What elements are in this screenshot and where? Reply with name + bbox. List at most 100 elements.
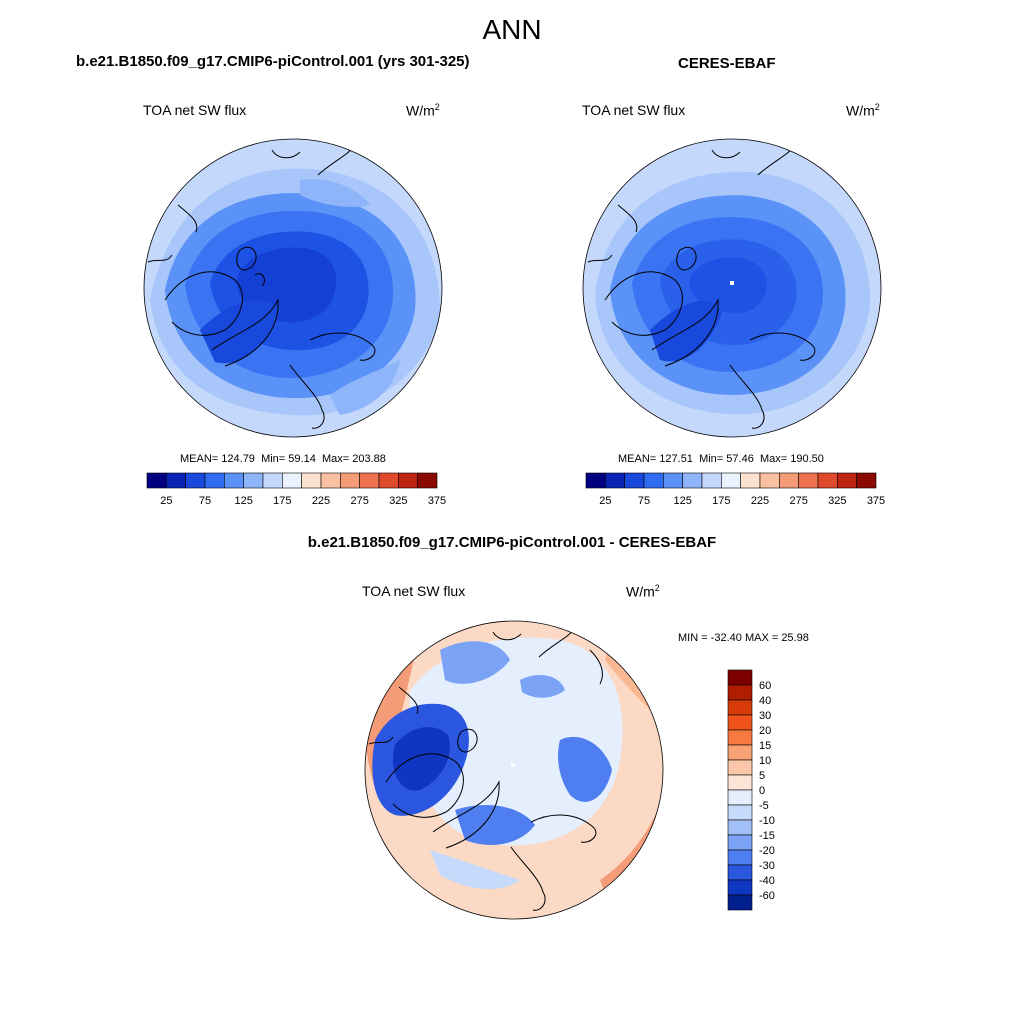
colorbar-swatch <box>856 472 877 489</box>
colorbar-swatch <box>779 472 799 489</box>
colorbar-swatch <box>146 472 167 489</box>
map-difference-border <box>364 620 664 920</box>
colorbar-swatch <box>721 472 741 489</box>
panel-2-title: CERES-EBAF <box>678 55 776 72</box>
panel-1-title: b.e21.B1850.f09_g17.CMIP6-piControl.001 … <box>76 53 470 70</box>
colorbar-swatch <box>682 472 703 489</box>
map-model <box>144 139 442 437</box>
colorbar-tick-label: 225 <box>312 495 330 507</box>
colorbar-swatch <box>585 472 606 489</box>
colorbar-tick-label: 75 <box>199 495 211 507</box>
colorbar-swatch <box>798 472 819 489</box>
colorbar-tick-label: 40 <box>759 695 771 707</box>
colorbar-swatch <box>605 472 625 489</box>
colorbar-swatch <box>727 834 753 851</box>
colorbar-swatch <box>740 472 761 489</box>
colorbar-tick-label: 15 <box>759 740 771 752</box>
colorbar-tick-label: -40 <box>759 875 775 887</box>
panel-2-variable-label: TOA net SW flux <box>582 102 686 118</box>
colorbar-tick-label: -60 <box>759 890 775 902</box>
figure-title: ANN <box>482 14 542 45</box>
colorbar-tick-label: 60 <box>759 680 771 692</box>
colorbar-swatch <box>727 789 753 806</box>
colorbar-swatch <box>320 472 341 489</box>
colorbar-tick-label: -20 <box>759 845 775 857</box>
colorbar-tick-label: 275 <box>350 495 368 507</box>
colorbar-swatch <box>398 472 418 489</box>
map-ceres <box>583 139 881 437</box>
colorbar-swatch <box>643 472 664 489</box>
colorbar-swatch <box>727 819 753 836</box>
map-ceres-border <box>582 138 882 438</box>
colorbar-swatch <box>282 472 302 489</box>
colorbar-tick-label: -30 <box>759 860 775 872</box>
colorbar-swatch <box>727 669 753 686</box>
colorbar-swatch <box>204 472 225 489</box>
colorbar-tick-label: 125 <box>234 495 252 507</box>
colorbar-swatch <box>817 472 838 489</box>
colorbar-swatch <box>185 472 206 489</box>
panel-3-title: b.e21.B1850.f09_g17.CMIP6-piControl.001 … <box>307 534 717 551</box>
colorbar-swatch <box>243 472 264 489</box>
colorbar-tick-label: 325 <box>828 495 846 507</box>
colorbar-tick-label: 375 <box>428 495 446 507</box>
colorbar-tick-label: 275 <box>789 495 807 507</box>
colorbar-tick-label: 10 <box>759 755 771 767</box>
colorbar-tick-label: 175 <box>712 495 730 507</box>
colorbar-difference: 60 40 30 20 15 10 5 0 -5 -10 -15 -20 -30 -40 -60 <box>727 669 775 911</box>
colorbar-swatch <box>727 804 753 821</box>
colorbar-swatch <box>727 714 753 731</box>
colorbar-tick-label: -10 <box>759 815 775 827</box>
colorbar-swatch <box>837 472 857 489</box>
map-difference <box>365 621 663 919</box>
colorbar-swatch <box>166 472 186 489</box>
colorbar-tick-label: 30 <box>759 710 771 722</box>
colorbar-swatch <box>727 849 753 866</box>
colorbar-tick-label: 325 <box>389 495 407 507</box>
colorbar-swatch <box>624 472 645 489</box>
coastlines-model <box>147 147 376 429</box>
colorbar-ceres: 25 75 125 175 225 275 325 375 <box>585 472 885 507</box>
colorbar-tick-label: 20 <box>759 725 771 737</box>
colorbar-swatch <box>359 472 380 489</box>
colorbar-swatch <box>727 759 753 776</box>
panel-1-stats: MEAN= 124.79 Min= 59.14 Max= 203.88 <box>180 453 386 465</box>
colorbar-swatch <box>663 472 683 489</box>
colorbar-swatch <box>727 699 753 716</box>
colorbar-swatch <box>727 729 753 746</box>
colorbar-tick-label: 375 <box>867 495 885 507</box>
colorbar-tick-label: 5 <box>759 770 765 782</box>
colorbar-swatch <box>759 472 780 489</box>
colorbar-model: 25 75 125 175 225 275 325 375 <box>146 472 446 507</box>
panel-1-variable-label: TOA net SW flux <box>143 102 247 118</box>
colorbar-swatch <box>224 472 244 489</box>
colorbar-swatch <box>727 744 753 761</box>
colorbar-swatch <box>378 472 399 489</box>
colorbar-tick-label: 225 <box>751 495 769 507</box>
colorbar-swatch <box>701 472 722 489</box>
colorbar-swatch <box>417 472 438 489</box>
panel-3-stats: MIN = -32.40 MAX = 25.98 <box>678 632 809 644</box>
coastlines-difference <box>368 629 603 911</box>
colorbar-tick-label: 125 <box>673 495 691 507</box>
panel-2-units-label: W/m2 <box>846 102 880 119</box>
map-model-border <box>143 138 443 438</box>
colorbar-tick-label: -5 <box>759 800 769 812</box>
colorbar-tick-label: 175 <box>273 495 291 507</box>
colorbar-swatch <box>727 894 753 911</box>
panel-3-variable-label: TOA net SW flux <box>362 583 466 599</box>
colorbar-swatch <box>727 774 753 791</box>
colorbar-tick-label: 25 <box>599 495 611 507</box>
colorbar-swatch <box>727 864 753 881</box>
panel-1-units-label: W/m2 <box>406 102 440 119</box>
colorbar-swatch <box>262 472 283 489</box>
colorbar-tick-label: 25 <box>160 495 172 507</box>
colorbar-tick-label: 75 <box>638 495 650 507</box>
colorbar-tick-label: 0 <box>759 785 765 797</box>
colorbar-swatch <box>301 472 322 489</box>
colorbar-swatch <box>727 684 753 701</box>
panel-3-units-label: W/m2 <box>626 583 660 600</box>
panel-2-stats: MEAN= 127.51 Min= 57.46 Max= 190.50 <box>618 453 824 465</box>
colorbar-swatch <box>340 472 360 489</box>
